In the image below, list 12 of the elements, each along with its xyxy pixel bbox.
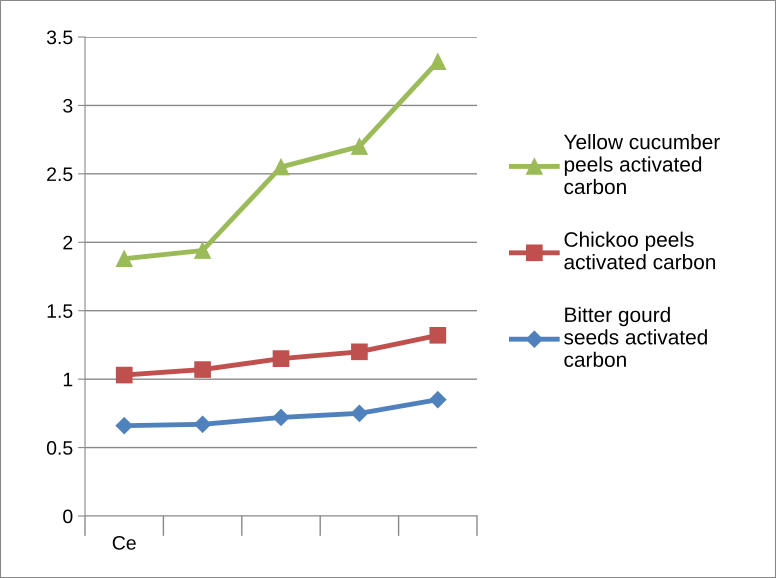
y-tick-label: 0: [63, 509, 72, 524]
legend-label: Chickoo peels activated carbon: [564, 232, 716, 270]
y-tick-label: 3.5: [46, 30, 72, 44]
y-tick-label: 1.5: [48, 304, 72, 318]
y-tick-label: 2.5: [47, 167, 72, 182]
legend-label: Yellow cucumber peels activated carbon: [564, 134, 720, 194]
legend-label: Bitter gourd seeds activated carbon: [564, 306, 707, 367]
y-tick-label: 0.5: [46, 441, 72, 455]
x-tick-label: Ce: [112, 536, 136, 550]
y-tick-label: 3: [63, 98, 72, 113]
y-tick-label: 2: [63, 236, 72, 250]
y-tick-label: 1: [64, 372, 72, 386]
